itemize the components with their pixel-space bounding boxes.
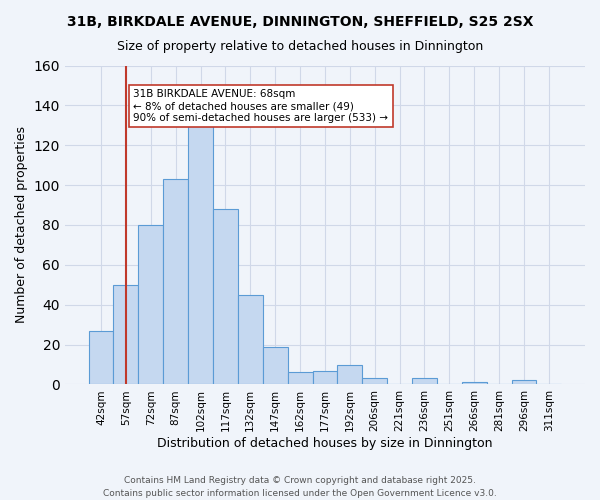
Bar xyxy=(287,372,313,384)
Bar xyxy=(313,370,337,384)
Bar xyxy=(337,364,362,384)
Bar xyxy=(462,382,487,384)
X-axis label: Distribution of detached houses by size in Dinnington: Distribution of detached houses by size … xyxy=(157,437,493,450)
Bar xyxy=(89,330,113,384)
Text: Size of property relative to detached houses in Dinnington: Size of property relative to detached ho… xyxy=(117,40,483,53)
Bar xyxy=(188,120,213,384)
Bar xyxy=(412,378,437,384)
Bar xyxy=(362,378,387,384)
Bar xyxy=(213,209,238,384)
Bar xyxy=(512,380,536,384)
Bar xyxy=(163,179,188,384)
Text: Contains public sector information licensed under the Open Government Licence v3: Contains public sector information licen… xyxy=(103,488,497,498)
Bar xyxy=(238,295,263,384)
Bar xyxy=(263,346,287,385)
Text: Contains HM Land Registry data © Crown copyright and database right 2025.: Contains HM Land Registry data © Crown c… xyxy=(124,476,476,485)
Bar xyxy=(139,225,163,384)
Bar xyxy=(113,285,139,384)
Y-axis label: Number of detached properties: Number of detached properties xyxy=(15,126,28,324)
Text: 31B, BIRKDALE AVENUE, DINNINGTON, SHEFFIELD, S25 2SX: 31B, BIRKDALE AVENUE, DINNINGTON, SHEFFI… xyxy=(67,15,533,29)
Text: 31B BIRKDALE AVENUE: 68sqm
← 8% of detached houses are smaller (49)
90% of semi-: 31B BIRKDALE AVENUE: 68sqm ← 8% of detac… xyxy=(133,90,388,122)
